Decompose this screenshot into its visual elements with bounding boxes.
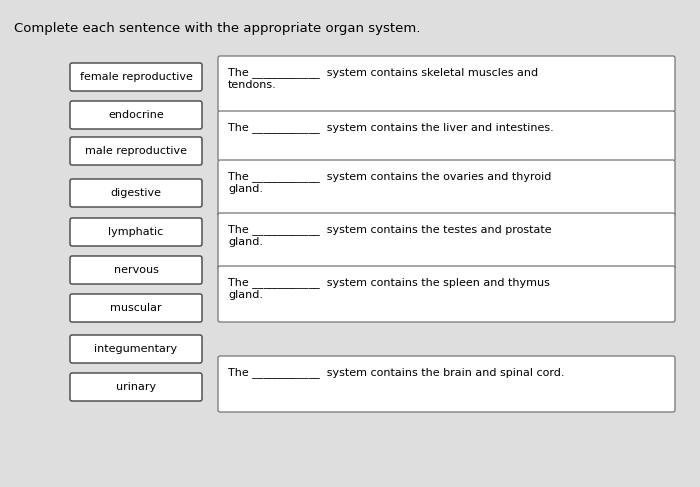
FancyBboxPatch shape [70, 137, 202, 165]
FancyBboxPatch shape [218, 111, 675, 161]
FancyBboxPatch shape [70, 101, 202, 129]
FancyBboxPatch shape [218, 160, 675, 216]
FancyBboxPatch shape [70, 179, 202, 207]
Text: lymphatic: lymphatic [108, 227, 164, 237]
FancyBboxPatch shape [70, 373, 202, 401]
FancyBboxPatch shape [70, 218, 202, 246]
Text: integumentary: integumentary [94, 344, 178, 354]
Text: gland.: gland. [228, 184, 263, 194]
FancyBboxPatch shape [218, 266, 675, 322]
Text: gland.: gland. [228, 237, 263, 247]
FancyBboxPatch shape [218, 356, 675, 412]
Text: gland.: gland. [228, 290, 263, 300]
Text: The ____________  system contains the spleen and thymus: The ____________ system contains the spl… [228, 277, 550, 288]
Text: nervous: nervous [113, 265, 158, 275]
Text: muscular: muscular [110, 303, 162, 313]
Text: The ____________  system contains the testes and prostate: The ____________ system contains the tes… [228, 224, 552, 235]
FancyBboxPatch shape [70, 294, 202, 322]
Text: male reproductive: male reproductive [85, 146, 187, 156]
Text: tendons.: tendons. [228, 80, 276, 90]
FancyBboxPatch shape [70, 63, 202, 91]
FancyBboxPatch shape [218, 56, 675, 112]
Text: The ____________  system contains the liver and intestines.: The ____________ system contains the liv… [228, 122, 554, 133]
Text: The ____________  system contains skeletal muscles and: The ____________ system contains skeleta… [228, 67, 538, 78]
Text: The ____________  system contains the ovaries and thyroid: The ____________ system contains the ova… [228, 171, 552, 182]
Text: The ____________  system contains the brain and spinal cord.: The ____________ system contains the bra… [228, 367, 564, 378]
FancyBboxPatch shape [70, 335, 202, 363]
FancyBboxPatch shape [70, 256, 202, 284]
Text: endocrine: endocrine [108, 110, 164, 120]
Text: urinary: urinary [116, 382, 156, 392]
Text: Complete each sentence with the appropriate organ system.: Complete each sentence with the appropri… [14, 22, 421, 35]
FancyBboxPatch shape [218, 213, 675, 269]
Text: digestive: digestive [111, 188, 162, 198]
Text: female reproductive: female reproductive [80, 72, 192, 82]
